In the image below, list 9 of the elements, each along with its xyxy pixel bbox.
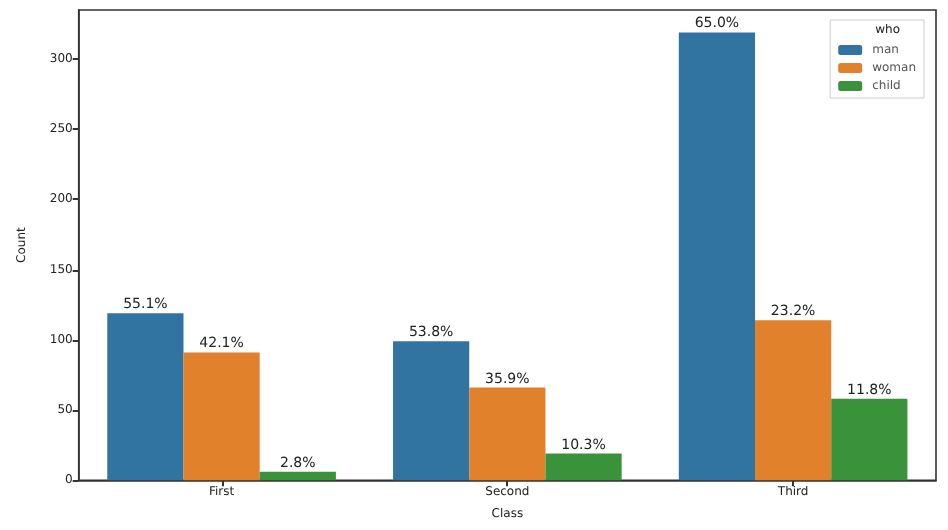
bar — [469, 387, 546, 481]
bar — [107, 313, 184, 481]
bar — [545, 453, 622, 481]
bar — [393, 341, 470, 481]
bar — [678, 32, 756, 481]
bar — [755, 320, 832, 481]
bar — [259, 471, 336, 481]
bar — [183, 352, 260, 481]
bar — [831, 398, 908, 481]
